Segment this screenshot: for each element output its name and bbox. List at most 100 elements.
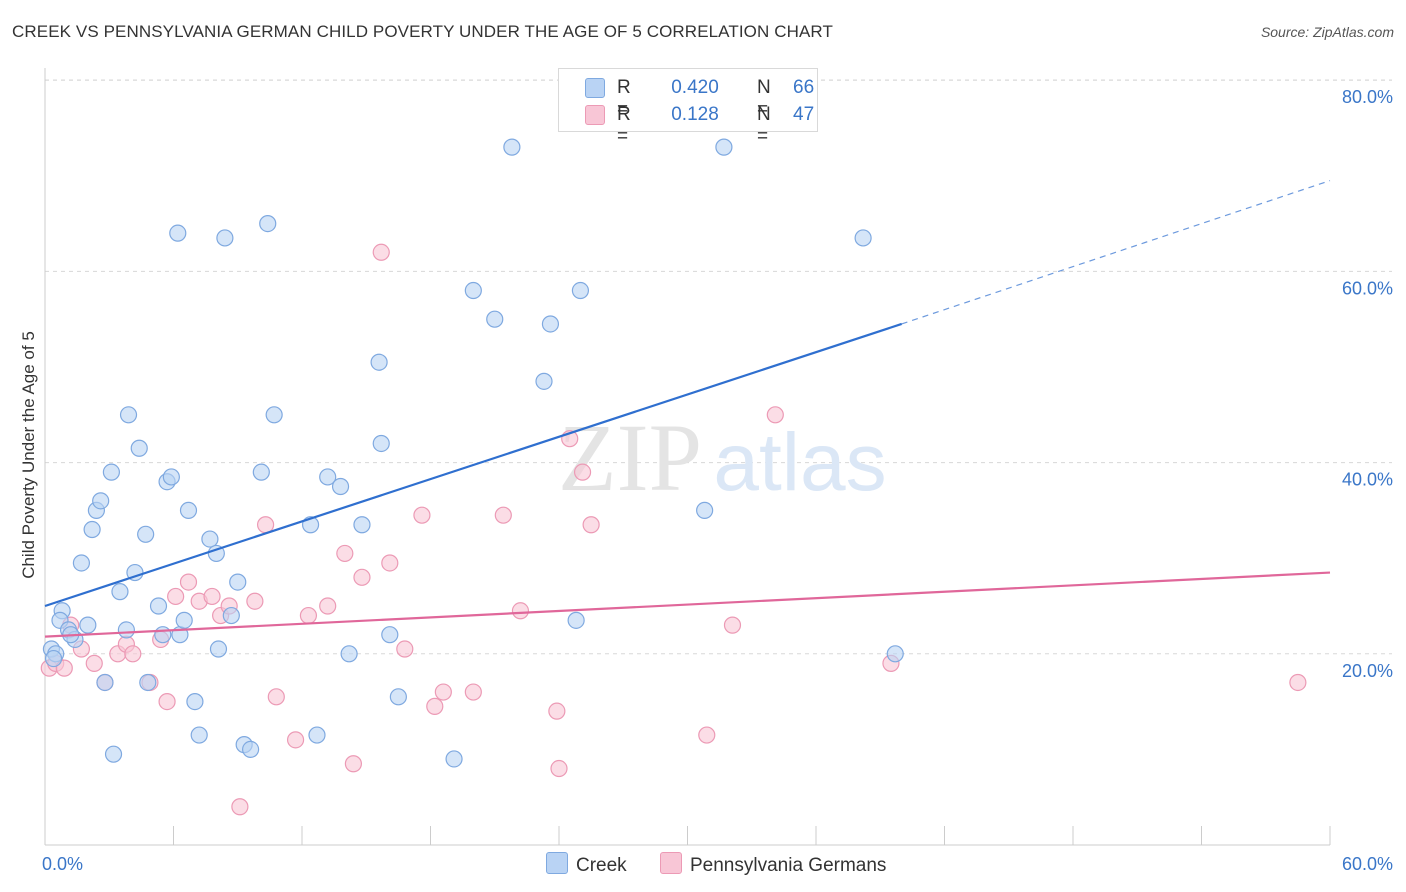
data-point (582, 516, 600, 534)
data-point (503, 138, 521, 156)
data-point (353, 516, 371, 534)
data-point (85, 654, 103, 672)
data-point (92, 492, 110, 510)
data-point (231, 798, 249, 816)
tick-labels: 20.0% 40.0% 60.0% 80.0% 0.0% 60.0% (42, 87, 1393, 874)
data-point (511, 602, 530, 620)
creek-trend-extension (901, 180, 1331, 325)
data-point (573, 463, 592, 481)
creek-trend-line (44, 322, 903, 608)
data-point (175, 611, 193, 629)
data-point (464, 683, 482, 701)
data-point (541, 315, 560, 333)
data-point (381, 554, 399, 572)
data-point (696, 501, 714, 519)
data-point (766, 406, 784, 424)
data-point (413, 506, 431, 524)
data-point (102, 463, 120, 481)
pa-legend-label: Pennsylvania Germans (690, 855, 887, 876)
data-point (715, 138, 733, 156)
creek-points (42, 138, 904, 768)
data-point (265, 406, 283, 424)
data-point (139, 673, 157, 692)
data-point (567, 611, 585, 629)
chart-title: CREEK VS PENNSYLVANIA GERMAN CHILD POVER… (12, 22, 833, 41)
data-point (169, 224, 187, 242)
data-point (83, 520, 101, 539)
r-label: R = (617, 77, 631, 120)
data-point (535, 372, 553, 390)
data-point (242, 740, 260, 759)
data-point (190, 726, 208, 744)
n-value: 47 (793, 104, 815, 125)
data-point (117, 621, 135, 639)
data-point (464, 281, 482, 300)
data-point (336, 544, 354, 563)
creek-legend-swatch (546, 852, 568, 874)
data-point (259, 215, 277, 233)
axes (44, 68, 1331, 846)
data-point (308, 726, 326, 744)
data-point (331, 477, 350, 496)
data-point (494, 506, 512, 524)
pa-legend-swatch (660, 852, 682, 874)
data-point (353, 568, 371, 586)
data-point (79, 616, 97, 634)
data-point (124, 645, 142, 663)
data-point (104, 745, 123, 763)
data-point (340, 645, 358, 663)
data-point (130, 439, 148, 457)
data-point (445, 750, 463, 768)
watermark-atlas: atlas (713, 417, 886, 508)
data-point (252, 463, 270, 481)
data-point (158, 692, 176, 711)
legend-creek: Creek (546, 852, 627, 877)
data-point (1289, 673, 1307, 692)
y-tick-label: 60.0% (1342, 278, 1393, 298)
y-tick-label: 40.0% (1342, 470, 1393, 490)
data-point (426, 697, 444, 715)
watermark-zip: ZIP (558, 404, 702, 511)
data-point (299, 606, 318, 625)
data-point (209, 640, 228, 658)
data-point (396, 640, 414, 658)
data-point (434, 683, 452, 701)
data-point (486, 310, 504, 328)
data-point (267, 688, 285, 706)
y-tick-label: 80.0% (1342, 87, 1393, 107)
data-point (229, 573, 247, 591)
data-point (550, 759, 568, 778)
data-point (119, 406, 138, 424)
trend-lines (44, 180, 1331, 638)
data-point (203, 587, 221, 606)
y-tick-label: 20.0% (1342, 661, 1393, 681)
data-point (222, 606, 240, 625)
data-point (72, 554, 91, 572)
data-point (55, 659, 73, 677)
data-point (179, 573, 198, 591)
grid-lines (45, 79, 1392, 655)
data-point (126, 563, 144, 582)
pa-trend-line (44, 571, 1331, 638)
data-point (154, 626, 172, 644)
data-point (381, 626, 399, 644)
data-point (246, 592, 264, 610)
data-point (723, 616, 742, 634)
data-point (886, 645, 904, 663)
pa-germans-points (40, 243, 1307, 816)
creek-legend-label: Creek (576, 855, 627, 876)
r-value: 0.128 (671, 104, 719, 125)
r-label: R = (617, 104, 631, 147)
data-point (186, 692, 204, 711)
data-point (854, 229, 872, 247)
data-point (44, 649, 63, 668)
x-tick-label: 60.0% (1342, 854, 1393, 874)
data-point (370, 353, 388, 371)
data-point (344, 755, 362, 773)
r-value: 0.420 (671, 77, 719, 98)
data-point (571, 281, 590, 300)
x-tick-label: 0.0% (42, 854, 83, 874)
data-point (167, 587, 185, 606)
n-label: N = (757, 104, 771, 147)
